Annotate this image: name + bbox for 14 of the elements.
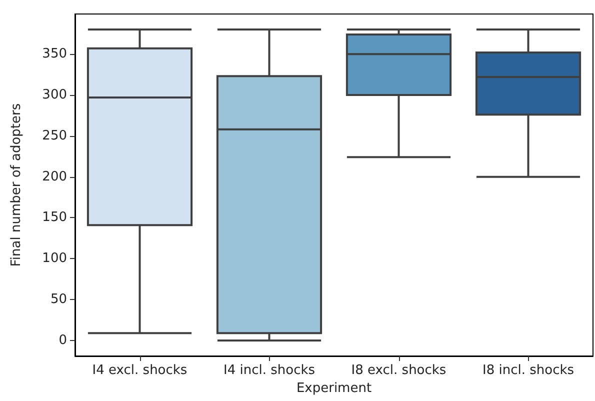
x-tick-label: I8 excl. shocks	[351, 363, 446, 378]
y-tick-label: 200	[42, 169, 67, 184]
y-tick-label: 350	[42, 46, 67, 62]
y-tick-label: 50	[50, 292, 67, 308]
x-tick-label: I8 incl. shocks	[482, 363, 574, 378]
y-tick-label: 150	[42, 210, 67, 226]
y-tick-label: 0	[58, 332, 67, 348]
x-axis-title: Experiment	[296, 380, 372, 396]
x-tick-label: I4 excl. shocks	[92, 363, 188, 378]
y-axis-title: Final number of adopters	[9, 103, 24, 267]
x-tick-label: I4 incl. shocks	[223, 363, 316, 378]
y-tick-label: 100	[42, 251, 67, 266]
y-tick-label: 300	[42, 88, 67, 102]
y-tick-label: 250	[42, 128, 67, 144]
